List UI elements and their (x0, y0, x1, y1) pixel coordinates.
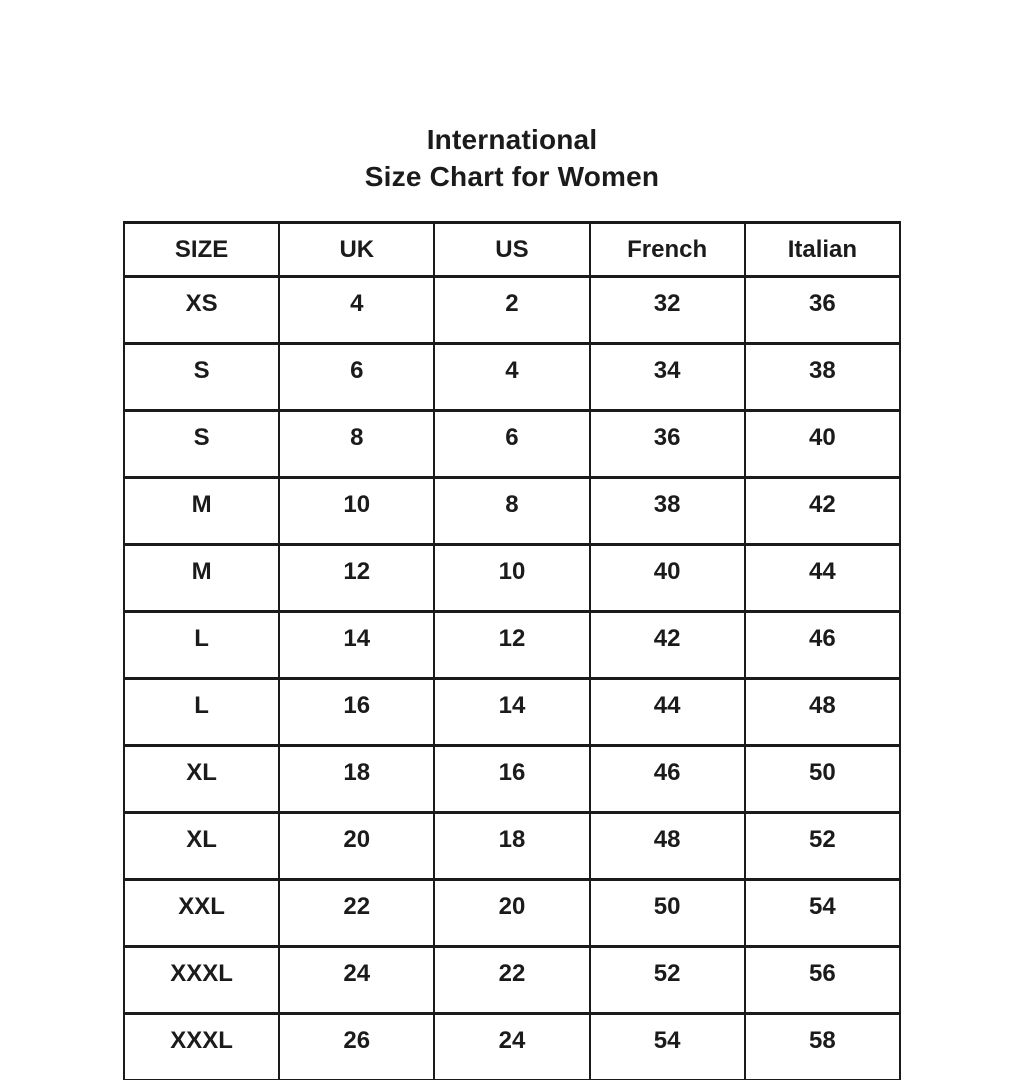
table-cell: 48 (743, 677, 902, 747)
title-line-1: International (426, 124, 598, 155)
table-cell: 54 (743, 878, 902, 948)
table-cell: 14 (433, 677, 591, 747)
table-cell: 10 (433, 543, 591, 613)
table-cell: XXL (122, 878, 281, 948)
column-header: French (588, 221, 746, 278)
table-cell: 34 (588, 342, 746, 412)
table-row: XXXL 24 22 52 56 (122, 945, 902, 1015)
table-cell: 16 (433, 744, 591, 814)
table-cell: 48 (588, 811, 746, 881)
table-row: M 12 10 40 44 (122, 543, 902, 613)
table-cell: 46 (588, 744, 746, 814)
title-line-2: Size Chart for Women (364, 161, 660, 192)
table-cell: 20 (433, 878, 591, 948)
table-cell: 44 (588, 677, 746, 747)
column-header: US (433, 221, 591, 278)
table-cell: 32 (588, 275, 746, 345)
table-cell: 20 (278, 811, 436, 881)
table-cell: 18 (278, 744, 436, 814)
table-cell: 58 (743, 1012, 902, 1080)
table-cell: 40 (743, 409, 902, 479)
table-cell: 50 (588, 878, 746, 948)
table-cell: 38 (588, 476, 746, 546)
table-cell: 42 (588, 610, 746, 680)
table-cell: 46 (743, 610, 902, 680)
table-row: XL 18 16 46 50 (122, 744, 902, 814)
table-cell: 4 (278, 275, 436, 345)
size-chart-table: SIZE UK US French Italian XS 4 2 32 36 S 6 4 34 38 S 8 6… (122, 221, 902, 1080)
table-cell: 42 (743, 476, 902, 546)
table-cell: S (122, 409, 281, 479)
table-row: L 14 12 42 46 (122, 610, 902, 680)
table-cell: L (122, 677, 281, 747)
table-row: S 6 4 34 38 (122, 342, 902, 412)
table-cell: 10 (278, 476, 436, 546)
table-row: XS 4 2 32 36 (122, 275, 902, 345)
table-cell: 2 (433, 275, 591, 345)
table-cell: 50 (743, 744, 902, 814)
table-cell: 18 (433, 811, 591, 881)
column-header: SIZE (122, 221, 281, 278)
table-header-row: SIZE UK US French Italian (122, 221, 902, 278)
table-cell: 14 (278, 610, 436, 680)
table-cell: 36 (588, 409, 746, 479)
table-cell: 52 (588, 945, 746, 1015)
table-cell: S (122, 342, 281, 412)
table-cell: 22 (433, 945, 591, 1015)
table-cell: 22 (278, 878, 436, 948)
table-cell: 12 (278, 543, 436, 613)
table-cell: 36 (743, 275, 902, 345)
table-cell: 16 (278, 677, 436, 747)
table-cell: XL (122, 744, 281, 814)
table-cell: 4 (433, 342, 591, 412)
table-row: XXXL 26 24 54 58 (122, 1012, 902, 1080)
table-cell: 54 (588, 1012, 746, 1080)
table-cell: M (122, 476, 281, 546)
table-cell: XL (122, 811, 281, 881)
table-cell: L (122, 610, 281, 680)
page-title: International Size Chart for Women (0, 121, 1024, 195)
table-cell: 44 (743, 543, 902, 613)
table-row: S 8 6 36 40 (122, 409, 902, 479)
table-cell: M (122, 543, 281, 613)
table-cell: 40 (588, 543, 746, 613)
table-row: XL 20 18 48 52 (122, 811, 902, 881)
table-cell: XXXL (122, 945, 281, 1015)
table-cell: 38 (743, 342, 902, 412)
table-cell: 6 (433, 409, 591, 479)
table-cell: 24 (278, 945, 436, 1015)
table-cell: 26 (278, 1012, 436, 1080)
table-cell: XXXL (122, 1012, 281, 1080)
table-cell: 24 (433, 1012, 591, 1080)
table-cell: 8 (433, 476, 591, 546)
table-cell: 12 (433, 610, 591, 680)
column-header: UK (278, 221, 436, 278)
table-row: L 16 14 44 48 (122, 677, 902, 747)
table-row: XXL 22 20 50 54 (122, 878, 902, 948)
table-row: M 10 8 38 42 (122, 476, 902, 546)
table-cell: 56 (743, 945, 902, 1015)
table-cell: XS (122, 275, 281, 345)
table-cell: 6 (278, 342, 436, 412)
table-cell: 52 (743, 811, 902, 881)
table-cell: 8 (278, 409, 436, 479)
column-header: Italian (743, 221, 902, 278)
